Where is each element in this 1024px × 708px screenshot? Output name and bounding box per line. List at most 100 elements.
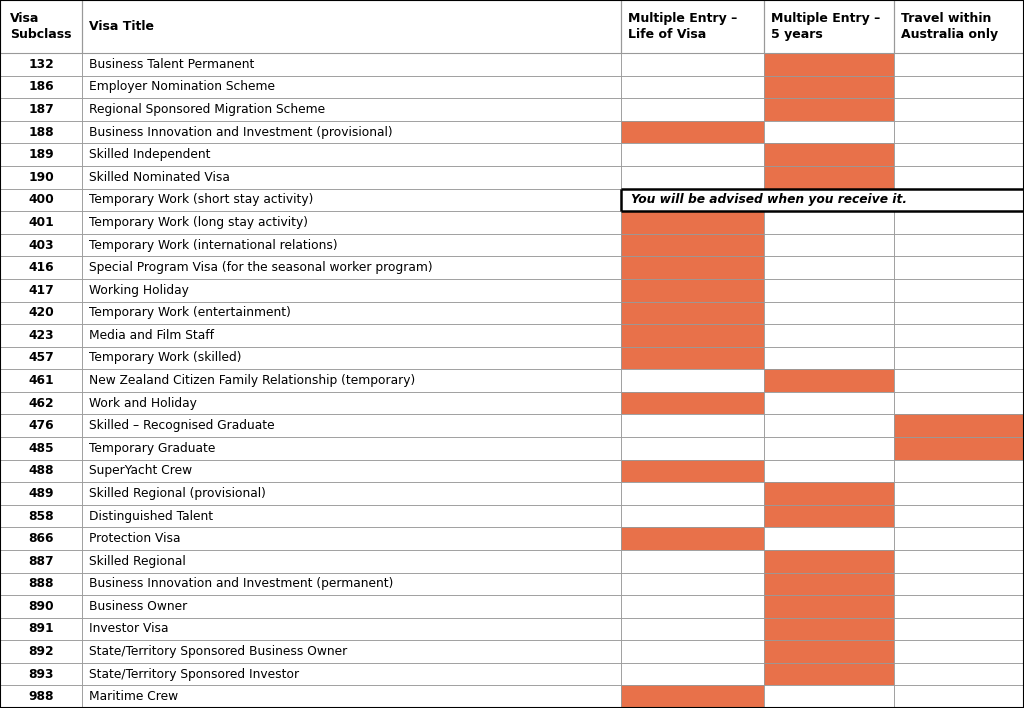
Bar: [621, 53, 764, 76]
Bar: [621, 595, 764, 617]
Text: 888: 888: [29, 577, 53, 590]
Bar: [0, 370, 82, 392]
Bar: [0, 347, 82, 370]
Bar: [894, 53, 1024, 76]
Bar: [82, 324, 621, 347]
Text: Skilled Regional (provisional): Skilled Regional (provisional): [89, 487, 266, 500]
Bar: [82, 595, 621, 617]
Bar: [894, 550, 1024, 573]
Text: 132: 132: [28, 58, 54, 71]
Bar: [0, 459, 82, 482]
Bar: [82, 98, 621, 121]
Bar: [894, 121, 1024, 144]
Bar: [764, 482, 894, 505]
Bar: [0, 414, 82, 437]
Text: Temporary Work (entertainment): Temporary Work (entertainment): [89, 307, 291, 319]
Text: Multiple Entry –
Life of Visa: Multiple Entry – Life of Visa: [628, 12, 737, 41]
Bar: [621, 347, 764, 370]
Text: 417: 417: [28, 284, 54, 297]
Bar: [82, 459, 621, 482]
Bar: [894, 392, 1024, 414]
Bar: [82, 188, 621, 211]
Bar: [0, 617, 82, 640]
Bar: [894, 459, 1024, 482]
Bar: [82, 573, 621, 595]
Bar: [764, 256, 894, 279]
Text: Work and Holiday: Work and Holiday: [89, 396, 197, 410]
Bar: [621, 0, 764, 53]
Bar: [82, 437, 621, 459]
Bar: [0, 211, 82, 234]
Bar: [621, 685, 764, 708]
Bar: [0, 98, 82, 121]
Text: Temporary Work (skilled): Temporary Work (skilled): [89, 351, 242, 365]
Text: 890: 890: [28, 600, 54, 613]
Bar: [621, 302, 764, 324]
Text: 476: 476: [28, 419, 54, 432]
Bar: [82, 617, 621, 640]
Text: Investor Visa: Investor Visa: [89, 622, 169, 636]
Bar: [894, 482, 1024, 505]
Bar: [764, 617, 894, 640]
Text: Visa Title: Visa Title: [89, 20, 154, 33]
Text: 892: 892: [28, 645, 54, 658]
Bar: [0, 0, 82, 53]
Bar: [894, 98, 1024, 121]
Bar: [0, 121, 82, 144]
Bar: [621, 211, 764, 234]
Bar: [764, 121, 894, 144]
Bar: [621, 234, 764, 256]
Text: Business Owner: Business Owner: [89, 600, 187, 613]
Bar: [894, 437, 1024, 459]
Bar: [894, 279, 1024, 302]
Bar: [82, 347, 621, 370]
Bar: [894, 370, 1024, 392]
Bar: [82, 53, 621, 76]
Text: 866: 866: [29, 532, 53, 545]
Text: 400: 400: [28, 193, 54, 207]
Bar: [894, 573, 1024, 595]
Bar: [894, 0, 1024, 53]
Text: New Zealand Citizen Family Relationship (temporary): New Zealand Citizen Family Relationship …: [89, 374, 416, 387]
Text: Skilled Regional: Skilled Regional: [89, 554, 185, 568]
Bar: [82, 256, 621, 279]
Bar: [0, 392, 82, 414]
Bar: [621, 573, 764, 595]
Text: 190: 190: [28, 171, 54, 184]
Bar: [82, 0, 621, 53]
Bar: [82, 121, 621, 144]
Bar: [764, 302, 894, 324]
Text: Maritime Crew: Maritime Crew: [89, 690, 178, 703]
Text: 403: 403: [28, 239, 54, 251]
Bar: [621, 640, 764, 663]
Text: Travel within
Australia only: Travel within Australia only: [901, 12, 998, 41]
Bar: [82, 482, 621, 505]
Bar: [894, 663, 1024, 685]
Text: 423: 423: [28, 329, 54, 342]
Bar: [894, 302, 1024, 324]
Bar: [0, 302, 82, 324]
Bar: [764, 98, 894, 121]
Text: Protection Visa: Protection Visa: [89, 532, 180, 545]
Text: 489: 489: [29, 487, 53, 500]
Bar: [894, 144, 1024, 166]
Bar: [621, 437, 764, 459]
Bar: [0, 482, 82, 505]
Bar: [0, 550, 82, 573]
Bar: [894, 347, 1024, 370]
Text: 186: 186: [28, 81, 54, 93]
Bar: [621, 279, 764, 302]
Bar: [82, 414, 621, 437]
Bar: [894, 234, 1024, 256]
Bar: [0, 324, 82, 347]
Text: 462: 462: [28, 396, 54, 410]
Bar: [0, 188, 82, 211]
Bar: [0, 76, 82, 98]
Bar: [764, 527, 894, 550]
Bar: [621, 166, 764, 188]
Bar: [0, 144, 82, 166]
Bar: [764, 595, 894, 617]
Bar: [764, 573, 894, 595]
Text: 187: 187: [28, 103, 54, 116]
Bar: [894, 617, 1024, 640]
